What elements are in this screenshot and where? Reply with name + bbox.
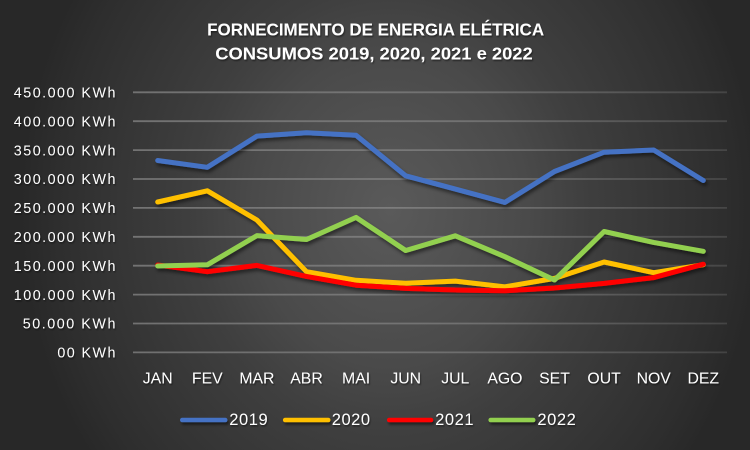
- svg-text:350.000 KWh: 350.000 KWh: [14, 143, 116, 159]
- svg-text:2019: 2019: [229, 411, 267, 429]
- svg-text:DEZ: DEZ: [687, 370, 719, 387]
- svg-text:MAR: MAR: [239, 370, 274, 387]
- svg-text:AGO: AGO: [487, 370, 522, 387]
- svg-text:CONSUMOS 2019, 2020, 2021 e 20: CONSUMOS 2019, 2020, 2021 e 2022: [215, 44, 533, 64]
- svg-text:50.000 KWh: 50.000 KWh: [23, 317, 116, 333]
- svg-text:NOV: NOV: [637, 370, 672, 387]
- svg-text:200.000 KWh: 200.000 KWh: [14, 230, 116, 246]
- svg-text:JUL: JUL: [441, 370, 469, 387]
- svg-text:2020: 2020: [332, 411, 370, 429]
- svg-text:2021: 2021: [435, 411, 473, 429]
- svg-text:150.000 KWh: 150.000 KWh: [14, 259, 116, 275]
- svg-text:FEV: FEV: [192, 370, 223, 387]
- svg-text:FORNECIMENTO DE ENERGIA ELÉTRI: FORNECIMENTO DE ENERGIA ELÉTRICA: [207, 19, 545, 39]
- svg-text:100.000 KWh: 100.000 KWh: [14, 288, 116, 304]
- svg-text:OUT: OUT: [587, 370, 621, 387]
- svg-text:JUN: JUN: [390, 370, 421, 387]
- svg-text:JAN: JAN: [143, 370, 173, 387]
- svg-text:400.000 KWh: 400.000 KWh: [14, 114, 116, 130]
- svg-text:ABR: ABR: [290, 370, 322, 387]
- svg-text:450.000 KWh: 450.000 KWh: [14, 86, 116, 102]
- svg-text:300.000 KWh: 300.000 KWh: [14, 172, 116, 188]
- svg-text:SET: SET: [539, 370, 570, 387]
- svg-text:MAI: MAI: [342, 370, 370, 387]
- svg-text:00 KWh: 00 KWh: [57, 346, 115, 362]
- svg-text:2022: 2022: [537, 411, 575, 429]
- svg-text:250.000 KWh: 250.000 KWh: [14, 201, 116, 217]
